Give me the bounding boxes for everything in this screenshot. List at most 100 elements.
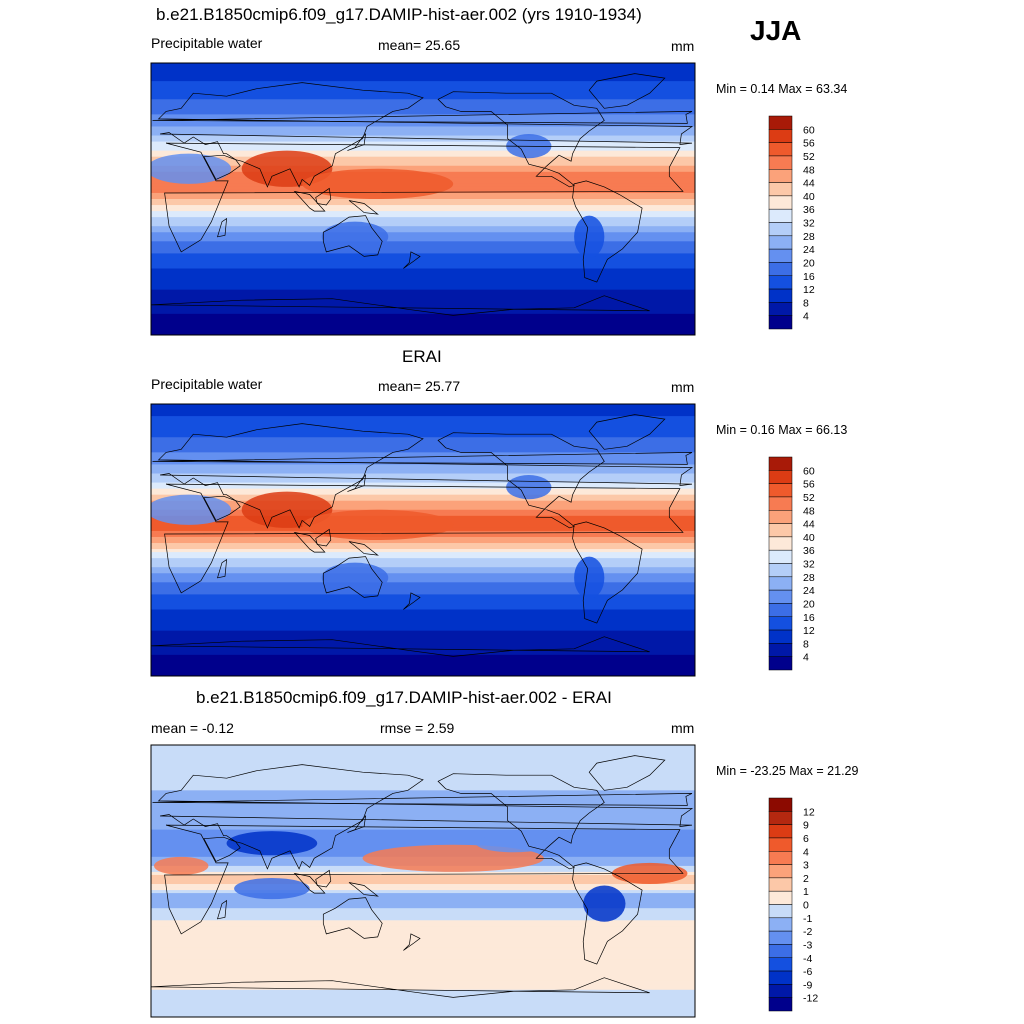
coastline bbox=[157, 82, 694, 188]
zonal-band bbox=[151, 570, 695, 574]
zonal-band bbox=[151, 974, 695, 979]
zonal-band bbox=[151, 784, 695, 788]
panel-units-obs: mm bbox=[671, 379, 695, 395]
colorbar-swatch bbox=[768, 970, 793, 985]
zonal-band bbox=[151, 992, 695, 997]
colorbar-tick-label: 8 bbox=[803, 297, 809, 309]
coastline bbox=[152, 452, 693, 465]
zonal-band bbox=[151, 814, 695, 819]
zonal-band bbox=[151, 911, 695, 915]
panel-title-obs: ERAI bbox=[402, 347, 442, 366]
zonal-band bbox=[151, 902, 695, 906]
zonal-band bbox=[151, 663, 695, 668]
zonal-band bbox=[151, 292, 695, 297]
zonal-band bbox=[151, 832, 695, 837]
zonal-band bbox=[151, 597, 695, 602]
colorbar-swatch bbox=[768, 275, 793, 290]
zonal-band bbox=[151, 986, 695, 991]
zonal-band bbox=[151, 214, 695, 218]
colorbar-tick-label: -6 bbox=[803, 966, 812, 978]
zonal-band bbox=[151, 829, 695, 834]
map-obs bbox=[150, 403, 696, 677]
zonal-band bbox=[151, 657, 695, 662]
zonal-band bbox=[151, 488, 695, 493]
zonal-band bbox=[151, 491, 695, 496]
zonal-band bbox=[151, 244, 695, 248]
colorbar-swatch bbox=[768, 248, 793, 263]
colorbar-tick-label: 1 bbox=[803, 886, 809, 898]
map-frame bbox=[150, 62, 696, 336]
coastline bbox=[572, 521, 643, 624]
zonal-band bbox=[151, 503, 695, 508]
colorbar-swatch bbox=[768, 510, 793, 524]
zonal-band bbox=[151, 141, 695, 146]
colorbar-swatch bbox=[768, 315, 793, 330]
coastline bbox=[203, 836, 241, 862]
coastline bbox=[588, 755, 666, 791]
zonal-band bbox=[151, 1001, 695, 1006]
zonal-band bbox=[151, 413, 695, 417]
zonal-band bbox=[151, 205, 695, 209]
zonal-band bbox=[151, 199, 695, 203]
zonal-band bbox=[151, 546, 695, 550]
colorbar-tick-label: 56 bbox=[803, 479, 815, 491]
zonal-band bbox=[151, 428, 695, 432]
zonal-band bbox=[151, 301, 695, 306]
zonal-band bbox=[151, 660, 695, 665]
zonal-band bbox=[151, 165, 695, 170]
zonal-band bbox=[151, 669, 695, 674]
zonal-band bbox=[151, 971, 695, 976]
zonal-band bbox=[151, 419, 695, 423]
zonal-band bbox=[151, 295, 695, 300]
colorbar-tick-label: 48 bbox=[803, 505, 815, 517]
zonal-band bbox=[151, 226, 695, 230]
zonal-band bbox=[151, 69, 695, 73]
panel-title-diff: b.e21.B1850cmip6.f09_g17.DAMIP-hist-aer.… bbox=[196, 688, 612, 707]
zonal-band bbox=[151, 938, 695, 943]
colorbar-swatch bbox=[768, 182, 793, 197]
zonal-band bbox=[151, 271, 695, 276]
zonal-band bbox=[151, 75, 695, 79]
colorbar-swatch bbox=[768, 470, 793, 484]
zonal-band bbox=[151, 935, 695, 940]
zonal-band bbox=[151, 99, 695, 103]
colorbar-tick-label: 3 bbox=[803, 860, 809, 872]
zonal-band bbox=[151, 473, 695, 478]
zonal-band bbox=[151, 479, 695, 484]
zonal-band bbox=[151, 772, 695, 776]
zonal-band bbox=[151, 147, 695, 152]
zonal-band bbox=[151, 162, 695, 167]
colorbar-tick-label: 40 bbox=[803, 191, 815, 203]
zonal-band bbox=[151, 621, 695, 626]
colorbar-tick-label: 24 bbox=[803, 244, 815, 256]
colorbar-swatch bbox=[768, 262, 793, 276]
map-frame bbox=[150, 403, 696, 677]
zonal-band bbox=[151, 603, 695, 608]
zonal-band bbox=[151, 932, 695, 936]
colorbar-swatch bbox=[768, 589, 793, 604]
field-anomaly bbox=[574, 215, 605, 258]
colorbar-tick-label: 2 bbox=[803, 873, 809, 885]
colorbar-tick-label: 52 bbox=[803, 151, 815, 163]
field-anomaly bbox=[302, 168, 454, 199]
zonal-band bbox=[151, 123, 695, 128]
colorbar-swatch bbox=[768, 603, 793, 617]
field-anomaly bbox=[321, 562, 389, 593]
zonal-band bbox=[151, 313, 695, 318]
zonal-band bbox=[151, 962, 695, 967]
zonal-band bbox=[151, 893, 695, 897]
zonal-band bbox=[151, 989, 695, 994]
colorbar-tick-label: 16 bbox=[803, 271, 815, 283]
colorbar-swatch bbox=[768, 824, 793, 839]
colorbar-tick-label: 48 bbox=[803, 164, 815, 176]
zonal-band bbox=[151, 923, 695, 927]
zonal-band bbox=[151, 536, 695, 541]
zonal-band bbox=[151, 1007, 695, 1012]
zonal-band bbox=[151, 944, 695, 949]
map-model bbox=[150, 62, 696, 336]
zonal-band bbox=[151, 138, 695, 143]
zonal-band bbox=[151, 929, 695, 933]
colorbar-swatch bbox=[768, 904, 793, 919]
